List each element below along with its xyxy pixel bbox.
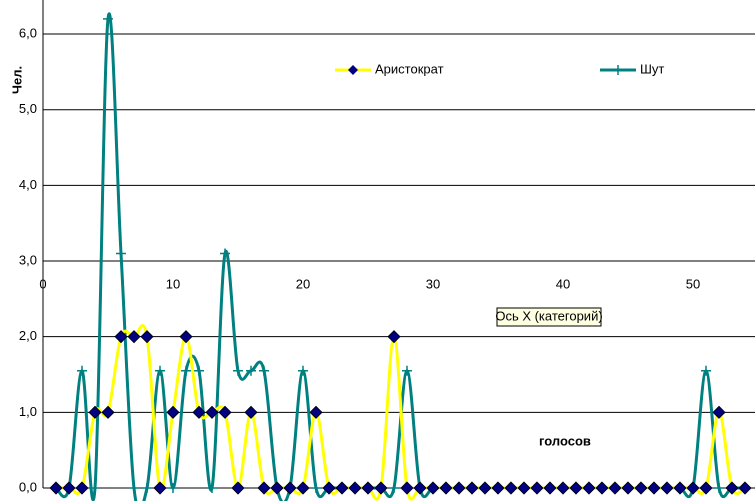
annotation: голосов bbox=[539, 433, 591, 448]
marker bbox=[181, 365, 191, 376]
legend-marker bbox=[348, 65, 358, 75]
marker bbox=[166, 405, 180, 419]
marker bbox=[504, 481, 518, 495]
legend-label: Аристократ bbox=[375, 61, 444, 76]
y-tick-label: 5,0 bbox=[19, 101, 37, 116]
tooltip: Ось X (категорий) bbox=[495, 307, 603, 327]
marker bbox=[478, 481, 492, 495]
marker bbox=[257, 481, 271, 495]
marker bbox=[205, 405, 219, 419]
marker bbox=[127, 330, 141, 344]
marker bbox=[116, 248, 126, 259]
y-tick-label: 1,0 bbox=[19, 404, 37, 419]
marker bbox=[701, 365, 711, 376]
marker bbox=[259, 365, 269, 376]
marker bbox=[103, 13, 113, 24]
marker bbox=[140, 330, 154, 344]
y-axis-label: Чел. bbox=[9, 66, 24, 94]
marker bbox=[270, 481, 284, 495]
marker bbox=[298, 365, 308, 376]
marker bbox=[101, 405, 115, 419]
marker bbox=[233, 365, 243, 376]
marker bbox=[686, 481, 700, 495]
marker bbox=[348, 481, 362, 495]
marker bbox=[452, 481, 466, 495]
marker bbox=[77, 365, 87, 376]
marker bbox=[413, 481, 427, 495]
marker bbox=[712, 405, 726, 419]
marker bbox=[155, 365, 165, 376]
marker bbox=[283, 481, 297, 495]
legend-marker bbox=[613, 65, 623, 75]
marker bbox=[322, 481, 336, 495]
marker bbox=[387, 330, 401, 344]
marker bbox=[402, 365, 412, 376]
marker bbox=[374, 481, 388, 495]
marker bbox=[714, 483, 724, 493]
x-tick-label: 20 bbox=[296, 276, 310, 291]
marker bbox=[218, 405, 232, 419]
marker bbox=[439, 481, 453, 495]
marker bbox=[389, 483, 399, 493]
marker bbox=[309, 405, 323, 419]
marker bbox=[335, 481, 349, 495]
marker bbox=[738, 481, 752, 495]
x-tick-label: 10 bbox=[166, 276, 180, 291]
marker bbox=[608, 481, 622, 495]
marker bbox=[179, 330, 193, 344]
marker bbox=[296, 481, 310, 495]
marker bbox=[75, 481, 89, 495]
marker bbox=[62, 481, 76, 495]
marker bbox=[244, 405, 258, 419]
marker bbox=[153, 481, 167, 495]
marker bbox=[168, 483, 178, 493]
x-tick-label: 0 bbox=[39, 276, 46, 291]
marker bbox=[207, 483, 217, 493]
marker bbox=[129, 483, 139, 493]
marker bbox=[530, 481, 544, 495]
marker bbox=[49, 481, 63, 495]
marker bbox=[543, 481, 557, 495]
y-tick-label: 2,0 bbox=[19, 328, 37, 343]
marker bbox=[192, 405, 206, 419]
marker bbox=[660, 481, 674, 495]
marker bbox=[647, 481, 661, 495]
marker bbox=[400, 481, 414, 495]
y-tick-label: 3,0 bbox=[19, 252, 37, 267]
marker bbox=[88, 405, 102, 419]
marker bbox=[231, 481, 245, 495]
legend-label: Шут bbox=[640, 61, 664, 76]
y-tick-label: 6,0 bbox=[19, 25, 37, 40]
marker bbox=[220, 248, 230, 259]
marker bbox=[311, 483, 321, 493]
marker bbox=[725, 481, 739, 495]
y-tick-label: 0,0 bbox=[19, 479, 37, 494]
marker bbox=[361, 481, 375, 495]
marker bbox=[673, 481, 687, 495]
tooltip-text: Ось X (категорий) bbox=[495, 308, 602, 323]
x-tick-label: 30 bbox=[426, 276, 440, 291]
marker bbox=[465, 481, 479, 495]
marker bbox=[90, 483, 100, 493]
marker bbox=[569, 481, 583, 495]
marker bbox=[621, 481, 635, 495]
marker bbox=[582, 481, 596, 495]
marker bbox=[699, 481, 713, 495]
marker bbox=[114, 330, 128, 344]
y-tick-label: 4,0 bbox=[19, 177, 37, 192]
marker bbox=[142, 483, 152, 493]
marker bbox=[556, 481, 570, 495]
tooltip-box bbox=[496, 307, 602, 327]
marker bbox=[491, 481, 505, 495]
marker bbox=[634, 481, 648, 495]
x-tick-label: 50 bbox=[686, 276, 700, 291]
marker bbox=[426, 481, 440, 495]
marker bbox=[517, 481, 531, 495]
marker bbox=[194, 365, 204, 376]
marker bbox=[246, 365, 256, 376]
x-tick-label: 40 bbox=[556, 276, 570, 291]
series-line bbox=[54, 12, 745, 501]
marker bbox=[595, 481, 609, 495]
